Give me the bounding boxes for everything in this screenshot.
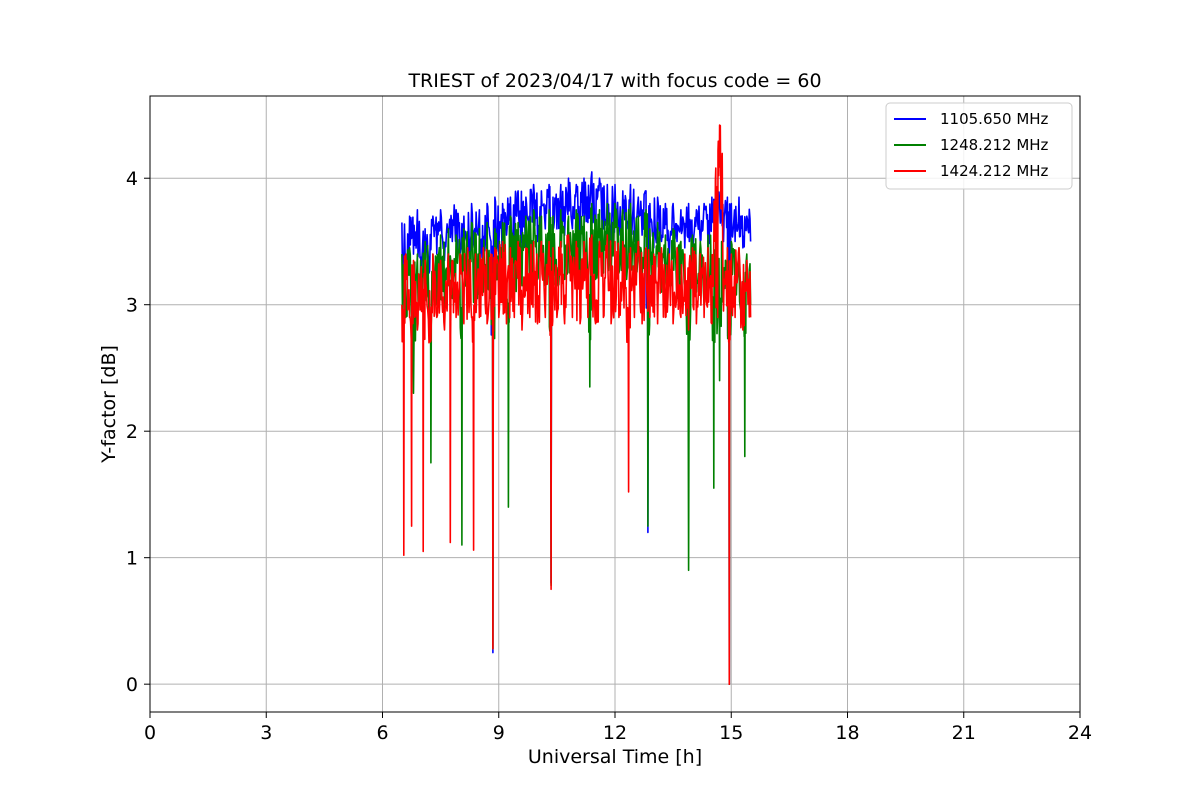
x-tick-label: 18	[835, 722, 859, 744]
legend-frame	[885, 102, 1073, 190]
x-tick-label: 24	[1068, 722, 1092, 744]
x-tick-label: 6	[376, 722, 388, 744]
legend-label-1105: 1105.650 MHz	[940, 110, 1049, 128]
y-tick-label: 2	[126, 421, 138, 443]
x-tick-label: 9	[493, 722, 505, 744]
x-tick-label: 3	[260, 722, 272, 744]
series-line-1105-650	[401, 171, 752, 685]
legend-label-1248: 1248.212 MHz	[940, 136, 1049, 154]
x-tick-label: 15	[719, 722, 743, 744]
x-tick-label: 12	[603, 722, 627, 744]
x-tick-label: 21	[952, 722, 976, 744]
x-axis-label: Universal Time [h]	[528, 746, 702, 768]
series-lines	[401, 124, 752, 685]
series-line-1248-212	[401, 202, 752, 685]
legend: 1105.650 MHz 1248.212 MHz 1424.212 MHz	[885, 102, 1073, 190]
y-tick-label: 4	[126, 168, 138, 190]
y-axis-label: Y-factor [dB]	[98, 345, 120, 464]
series-line-1424-212	[401, 124, 752, 685]
y-tick-label: 1	[126, 548, 138, 570]
chart-title: TRIEST of 2023/04/17 with focus code = 6…	[407, 70, 821, 92]
y-tick-label: 0	[126, 674, 138, 696]
y-tick-label: 3	[126, 295, 138, 317]
legend-label-1424: 1424.212 MHz	[940, 162, 1049, 180]
x-tick-label: 0	[144, 722, 156, 744]
